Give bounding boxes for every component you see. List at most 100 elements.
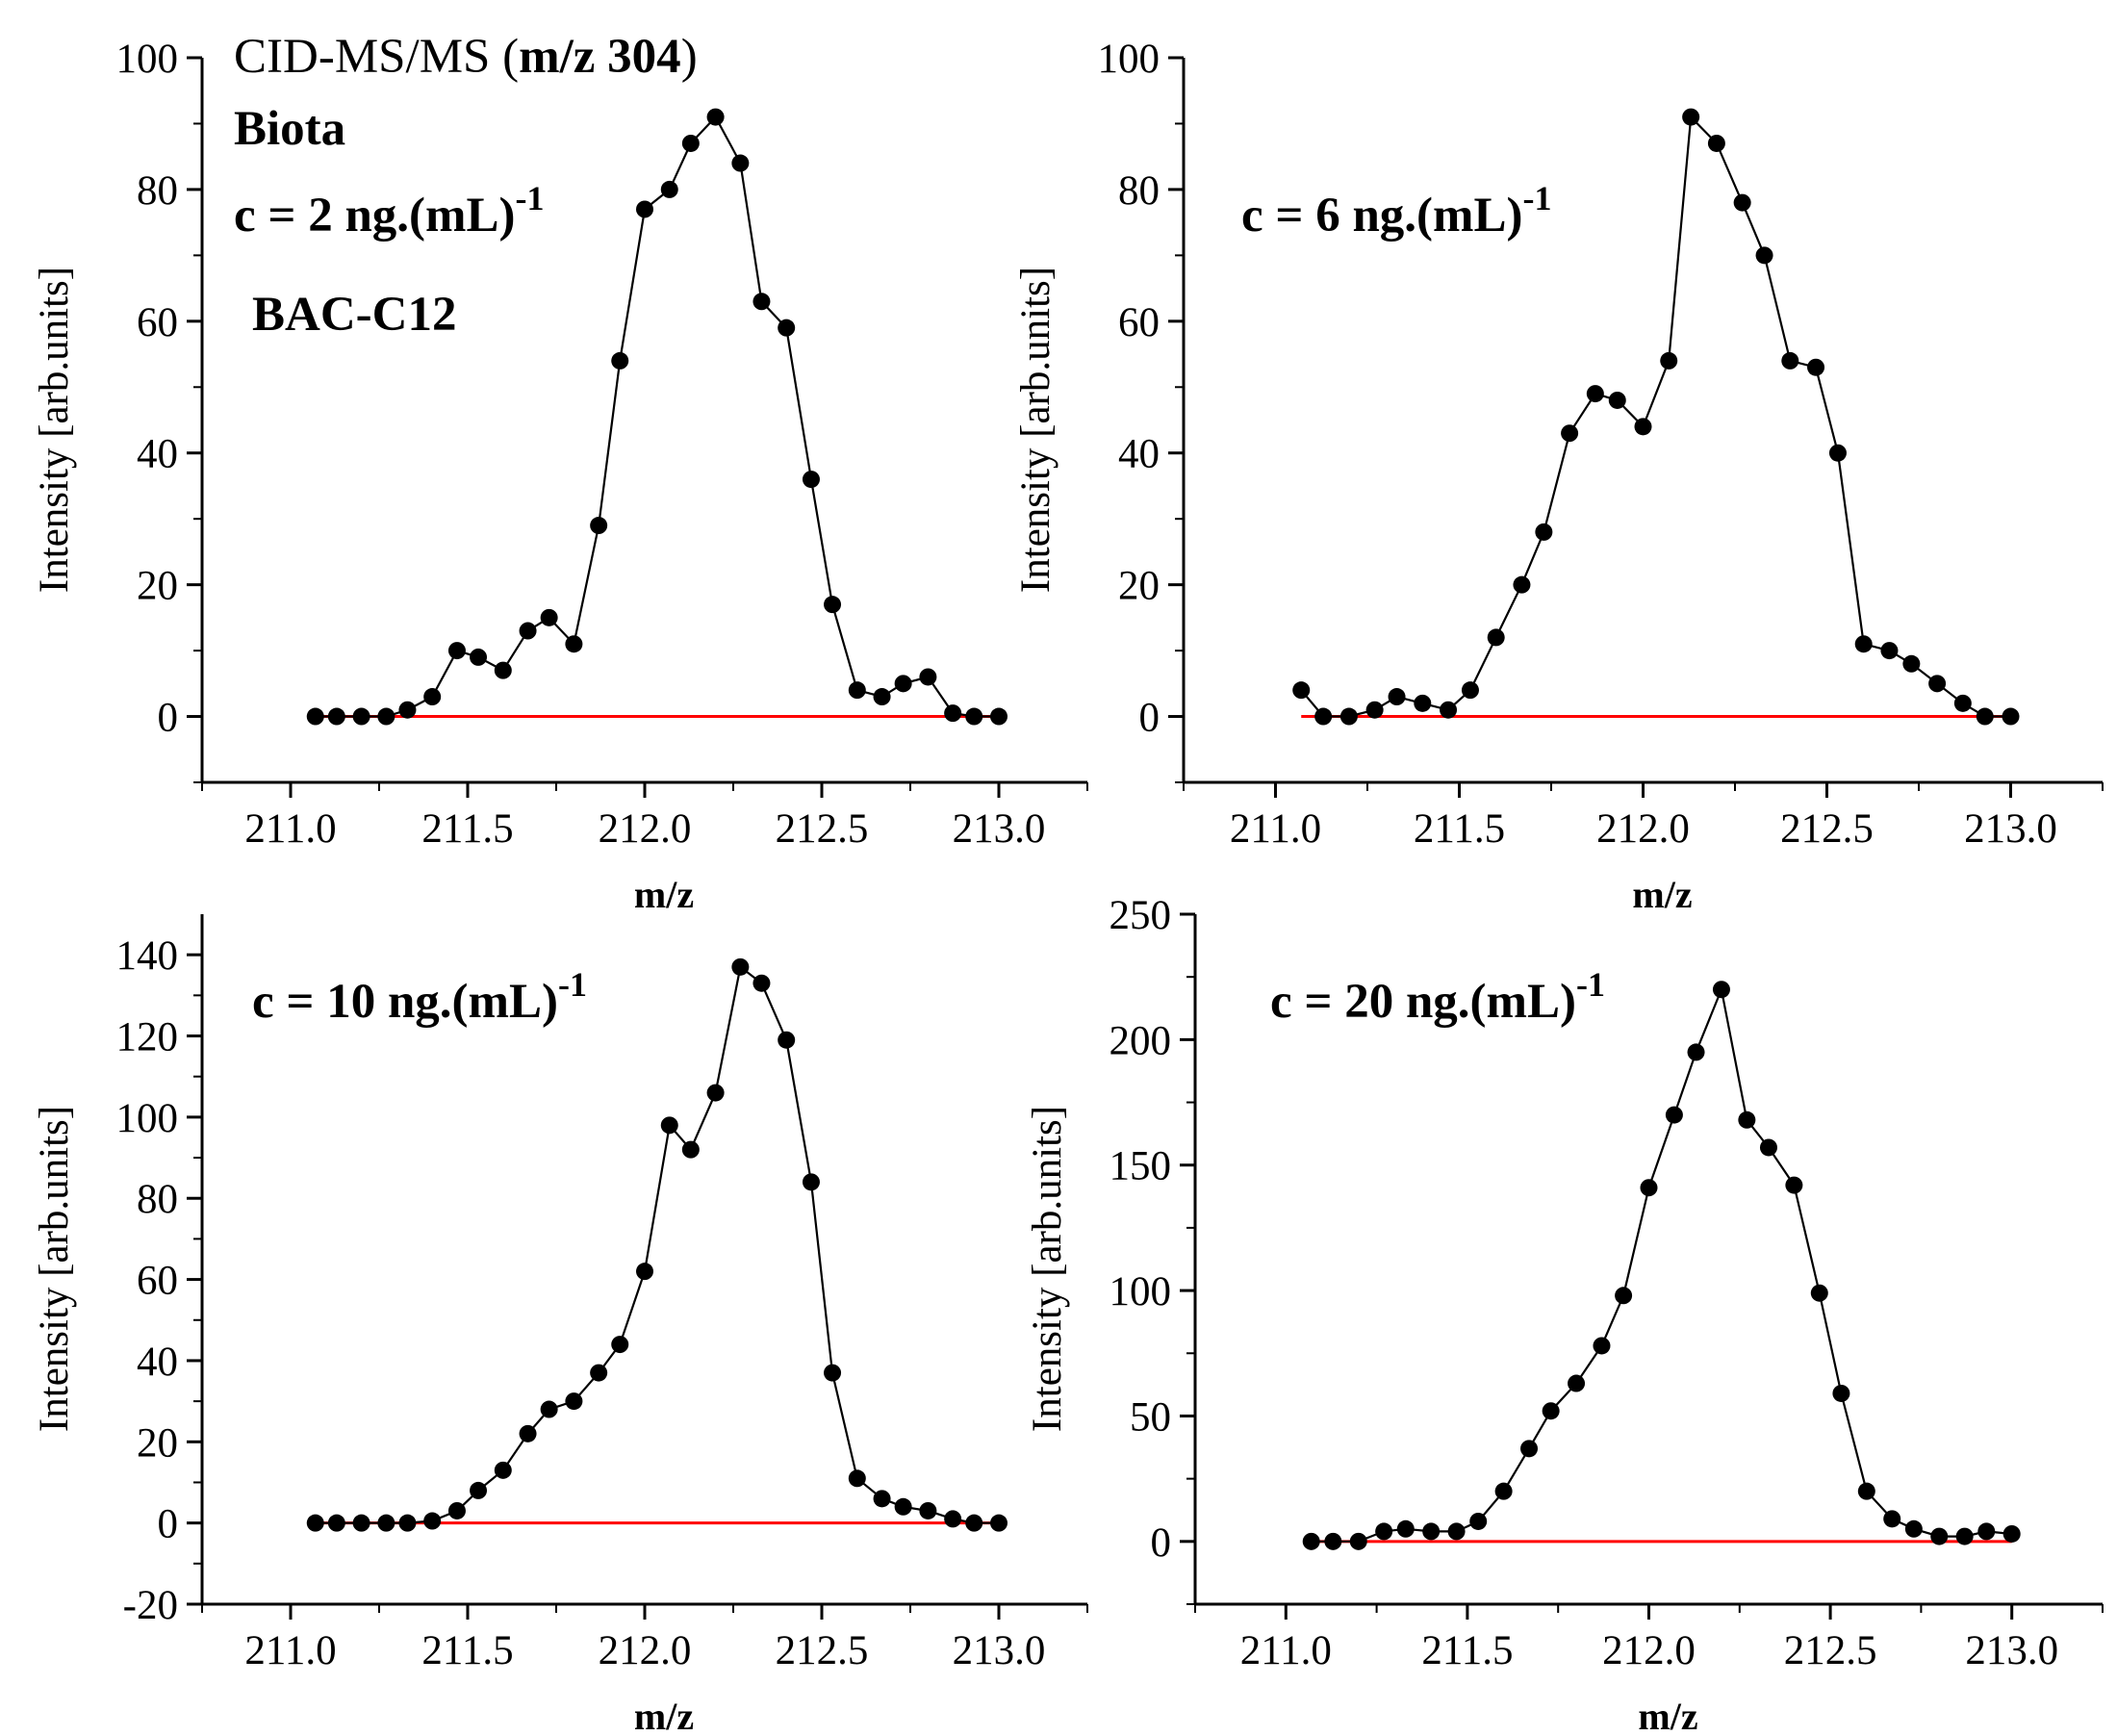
data-point: [1928, 675, 1947, 693]
data-point: [447, 1501, 466, 1519]
y-tick-label: 60: [137, 300, 178, 345]
y-tick-label: 80: [1118, 168, 1160, 214]
y-tick-label: 120: [116, 1015, 179, 1060]
data-point: [1832, 1384, 1850, 1402]
data-point: [447, 642, 466, 660]
x-tick-label: 212.5: [776, 806, 869, 852]
panel-title: c = 6 ng.(mL)-1: [1241, 179, 1552, 243]
data-point: [802, 1173, 820, 1191]
data-point: [377, 707, 395, 726]
data-point: [1494, 1482, 1513, 1500]
data-point: [1469, 1512, 1488, 1530]
data-point: [1396, 1519, 1415, 1538]
series-line: [315, 964, 999, 1524]
data-point: [660, 180, 678, 198]
data-point: [1414, 694, 1432, 712]
annotation-cid-part3: ): [681, 30, 698, 84]
data-point: [1447, 1522, 1466, 1541]
data-point: [944, 1510, 962, 1528]
x-tick-label: 211.5: [421, 806, 513, 852]
panel-title: c = 2 ng.(mL)-1: [234, 179, 545, 243]
panels: 211.0 211.5 212.0 212.5 213.0 0 20 40 60 80 100 m/z…: [32, 37, 2104, 1736]
y-tick-label: 150: [1110, 1144, 1172, 1189]
data-point: [848, 681, 866, 700]
data-point: [1324, 1532, 1342, 1550]
data-point: [1902, 654, 1921, 673]
data-point: [1513, 575, 1531, 594]
panel-title-main: c = 20 ng.(mL): [1270, 975, 1576, 1029]
data-point: [1682, 108, 1700, 126]
data-point: [1487, 628, 1505, 647]
data-point: [1665, 1106, 1683, 1124]
data-point: [802, 471, 820, 489]
data-point: [778, 319, 796, 337]
x-axis-title: m/z: [634, 873, 694, 916]
x-axis-title: m/z: [1638, 1695, 1697, 1736]
x-tick-label: 211.5: [421, 1628, 513, 1673]
chart-panel-3: 211.0 211.5 212.0 212.5 213.0 -20 0 20 40 60 80 100…: [32, 914, 1088, 1736]
data-point: [1365, 701, 1384, 719]
data-point: [1561, 424, 1579, 443]
data-point: [706, 1084, 725, 1102]
data-point: [540, 608, 558, 626]
data-point: [990, 1514, 1007, 1532]
data-point: [398, 1514, 417, 1532]
data-point: [1292, 681, 1311, 700]
data-point: [1880, 642, 1899, 660]
data-point: [894, 675, 912, 693]
data-point: [636, 1263, 653, 1281]
data-point: [1883, 1510, 1901, 1528]
data-point: [1687, 1043, 1705, 1061]
y-axis-title: Intensity [arb.units]: [1025, 1106, 1070, 1432]
data-point: [306, 1514, 324, 1532]
data-point: [1461, 681, 1479, 700]
data-point: [1568, 1374, 1586, 1392]
data-point: [681, 1140, 700, 1159]
y-tick-label: 250: [1110, 893, 1172, 938]
data-point: [1535, 523, 1553, 541]
data-point: [1349, 1532, 1367, 1550]
x-tick-label: 212.0: [599, 1628, 692, 1673]
data-point: [1422, 1522, 1441, 1541]
data-point: [2002, 707, 2020, 726]
series-line: [1311, 985, 2012, 1543]
data-point: [470, 648, 488, 666]
panel-title: c = 10 ng.(mL)-1: [252, 965, 587, 1029]
data-point: [752, 293, 771, 311]
data-point: [824, 1364, 842, 1382]
data-point: [990, 707, 1007, 726]
x-axis-title: m/z: [634, 1695, 694, 1736]
y-tick-label: 100: [116, 37, 179, 82]
data-point: [423, 688, 442, 706]
y-axis-title: Intensity [arb.units]: [32, 1106, 77, 1432]
y-tick-label: 0: [158, 1502, 179, 1547]
data-point: [1593, 1337, 1611, 1355]
data-point: [894, 1497, 912, 1516]
data-point: [1857, 1482, 1875, 1500]
x-tick-label: 212.0: [1596, 806, 1690, 852]
data-point: [1733, 193, 1751, 212]
data-point: [1755, 246, 1773, 265]
data-point: [1707, 134, 1725, 152]
y-tick-label: 20: [137, 1420, 178, 1466]
data-point: [1608, 391, 1626, 409]
chart-panel-4: 211.0 211.5 212.0 212.5 213.0 0 50 100 150 200 250…: [1025, 893, 2104, 1736]
data-point: [398, 701, 417, 719]
data-point: [327, 1514, 345, 1532]
x-tick-label: 213.0: [953, 806, 1046, 852]
data-point: [1930, 1527, 1949, 1545]
y-tick-label: 20: [1118, 564, 1160, 609]
chart-panel-2: 211.0 211.5 212.0 212.5 213.0 0 20 40 60 80 100 m/z…: [1013, 37, 2104, 916]
x-tick-label: 212.0: [599, 806, 692, 852]
data-point: [1375, 1522, 1393, 1541]
chart-panel-1: 211.0 211.5 212.0 212.5 213.0 0 20 40 60 80 100 m/z…: [32, 37, 1088, 916]
y-tick-label: 60: [1118, 300, 1160, 345]
data-point: [1785, 1176, 1803, 1194]
x-axis-title: m/z: [1632, 873, 1692, 916]
data-point: [919, 1501, 937, 1519]
data-point: [1955, 1527, 1974, 1545]
data-point: [470, 1481, 488, 1499]
data-point: [611, 1336, 629, 1354]
annotation-mz-bold: m/z 304: [519, 30, 681, 84]
data-point: [873, 1490, 891, 1508]
